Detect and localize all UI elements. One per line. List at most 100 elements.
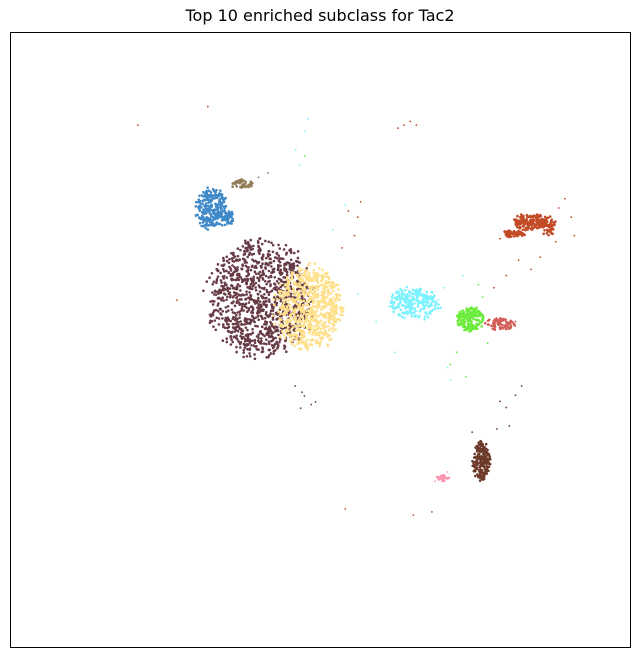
data-point bbox=[233, 255, 237, 258]
data-point bbox=[486, 458, 490, 461]
data-point bbox=[322, 293, 325, 297]
data-point bbox=[496, 322, 499, 325]
data-point bbox=[212, 280, 216, 284]
data-point bbox=[198, 221, 202, 225]
data-point bbox=[230, 211, 234, 215]
data-point bbox=[513, 231, 517, 235]
data-point bbox=[254, 288, 258, 292]
data-point bbox=[249, 293, 252, 297]
data-point bbox=[235, 295, 239, 299]
data-point bbox=[551, 232, 554, 236]
data-point bbox=[304, 304, 308, 307]
data-point bbox=[297, 282, 301, 285]
data-point bbox=[232, 335, 236, 339]
data-point bbox=[316, 275, 319, 279]
data-point bbox=[214, 290, 217, 294]
data-point bbox=[287, 302, 291, 306]
data-point bbox=[270, 265, 273, 268]
data-point bbox=[318, 321, 321, 325]
data-point bbox=[314, 289, 317, 293]
data-point bbox=[332, 310, 336, 314]
data-point bbox=[477, 475, 480, 479]
data-point bbox=[256, 315, 260, 318]
data-point bbox=[280, 257, 283, 260]
data-point bbox=[499, 400, 501, 403]
data-point bbox=[486, 342, 489, 344]
data-point bbox=[449, 363, 452, 366]
data-point bbox=[232, 251, 235, 255]
data-point bbox=[250, 184, 253, 188]
data-point bbox=[298, 320, 302, 324]
data-point bbox=[470, 320, 473, 323]
data-point bbox=[307, 308, 310, 312]
data-point bbox=[249, 248, 253, 251]
data-point bbox=[205, 280, 209, 283]
data-point bbox=[237, 301, 241, 305]
data-point bbox=[514, 222, 518, 226]
data-point bbox=[287, 329, 290, 333]
data-point bbox=[283, 280, 286, 284]
data-point bbox=[470, 311, 473, 315]
data-point bbox=[327, 315, 331, 319]
data-point bbox=[310, 313, 313, 317]
data-point bbox=[446, 366, 449, 369]
data-point bbox=[279, 285, 283, 289]
data-point bbox=[481, 314, 484, 317]
data-point bbox=[316, 288, 320, 291]
data-point bbox=[215, 188, 218, 192]
data-point bbox=[292, 267, 296, 270]
data-point bbox=[283, 345, 287, 348]
data-point bbox=[415, 124, 418, 126]
data-point bbox=[272, 298, 276, 301]
data-point bbox=[293, 315, 297, 318]
data-point bbox=[194, 205, 198, 208]
data-point bbox=[321, 291, 325, 294]
data-point bbox=[462, 311, 466, 315]
data-point bbox=[297, 311, 301, 314]
data-point bbox=[281, 312, 285, 316]
data-point bbox=[225, 276, 229, 279]
data-point bbox=[242, 183, 246, 187]
data-point bbox=[460, 316, 463, 319]
data-point bbox=[294, 291, 298, 294]
data-point bbox=[221, 317, 224, 320]
data-point bbox=[286, 299, 290, 302]
data-point bbox=[300, 278, 304, 282]
data-point bbox=[411, 288, 415, 292]
data-point bbox=[289, 258, 293, 262]
data-point bbox=[271, 316, 275, 320]
data-point bbox=[283, 266, 286, 270]
data-point bbox=[275, 252, 279, 256]
data-point bbox=[477, 441, 480, 445]
data-point bbox=[221, 339, 225, 342]
data-point bbox=[204, 202, 208, 205]
data-point bbox=[225, 213, 229, 216]
data-point bbox=[309, 310, 312, 313]
data-point bbox=[548, 215, 552, 218]
data-point bbox=[233, 304, 237, 308]
data-point bbox=[543, 229, 546, 232]
data-point bbox=[236, 268, 239, 272]
data-point bbox=[252, 252, 256, 256]
data-point bbox=[545, 232, 549, 235]
data-point bbox=[396, 127, 399, 130]
data-point bbox=[221, 296, 225, 300]
data-point bbox=[208, 220, 212, 224]
data-point bbox=[249, 287, 252, 290]
data-point bbox=[254, 286, 257, 289]
data-point bbox=[300, 319, 304, 323]
data-point bbox=[253, 357, 257, 361]
data-point bbox=[227, 330, 231, 333]
data-point bbox=[488, 455, 492, 459]
data-point bbox=[210, 222, 214, 226]
data-point bbox=[273, 326, 276, 330]
data-point bbox=[226, 295, 229, 299]
data-point bbox=[321, 277, 325, 281]
data-point bbox=[402, 304, 406, 307]
data-point bbox=[455, 351, 458, 354]
data-point bbox=[306, 348, 310, 352]
data-point bbox=[324, 280, 328, 283]
data-point bbox=[434, 480, 436, 483]
data-point bbox=[230, 331, 233, 334]
data-point bbox=[330, 310, 334, 314]
